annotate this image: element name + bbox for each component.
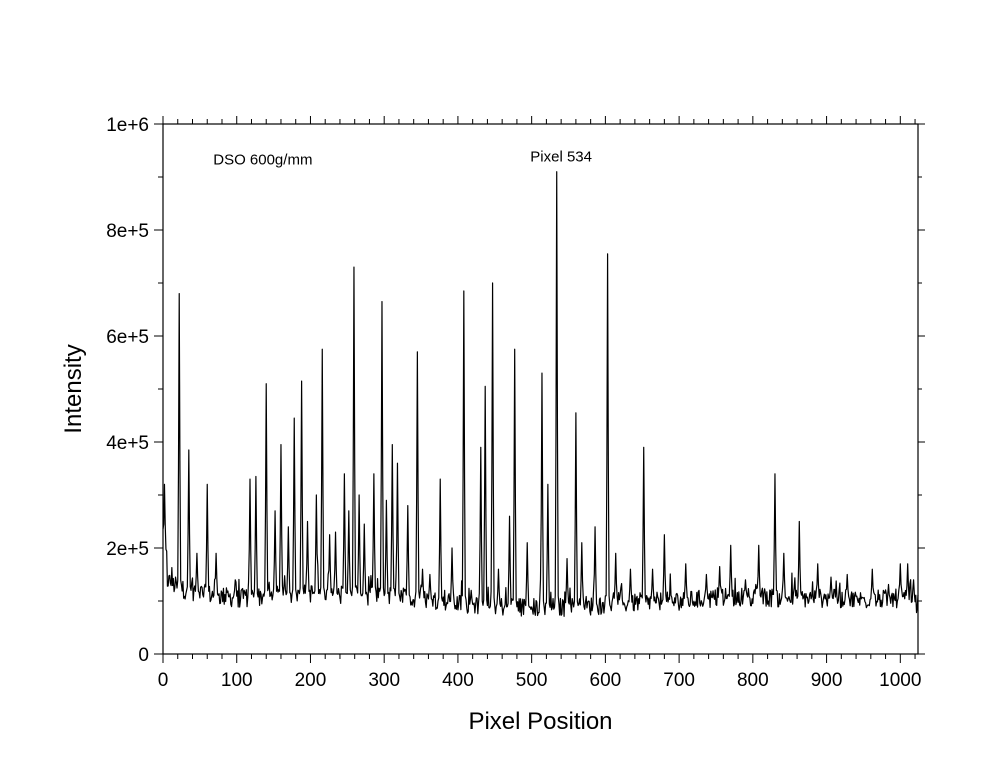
- x-tick-label: 400: [442, 670, 474, 691]
- axis-ticks: [154, 116, 925, 663]
- y-tick-label: 4e+5: [106, 433, 149, 454]
- x-tick-label: 600: [590, 670, 622, 691]
- x-tick-label: 300: [368, 670, 400, 691]
- y-tick-label: 0: [138, 645, 149, 666]
- x-tick-label: 800: [737, 670, 769, 691]
- annotation-peak: Pixel 534: [530, 148, 592, 165]
- y-tick-label: 6e+5: [106, 327, 149, 348]
- x-tick-label: 500: [516, 670, 548, 691]
- x-tick-label: 1000: [879, 670, 921, 691]
- x-tick-label: 700: [663, 670, 695, 691]
- x-axis-label: Pixel Position: [468, 708, 612, 735]
- spectrum-line: [162, 171, 919, 617]
- x-tick-label: 900: [811, 670, 843, 691]
- x-tick-label: 200: [295, 670, 327, 691]
- x-tick-label: 100: [221, 670, 253, 691]
- y-tick-label: 2e+5: [106, 539, 149, 560]
- y-tick-label: 1e+6: [106, 115, 149, 136]
- y-tick-label: 8e+5: [106, 221, 149, 242]
- y-axis-label: Intensity: [60, 344, 87, 433]
- tick-labels: 0 100 200 300 400 500 600 700 800 900 1000 0 2e+5 4e+…: [106, 115, 921, 691]
- x-tick-label: 0: [158, 670, 169, 691]
- annotation-grating: DSO 600g/mm: [213, 151, 312, 168]
